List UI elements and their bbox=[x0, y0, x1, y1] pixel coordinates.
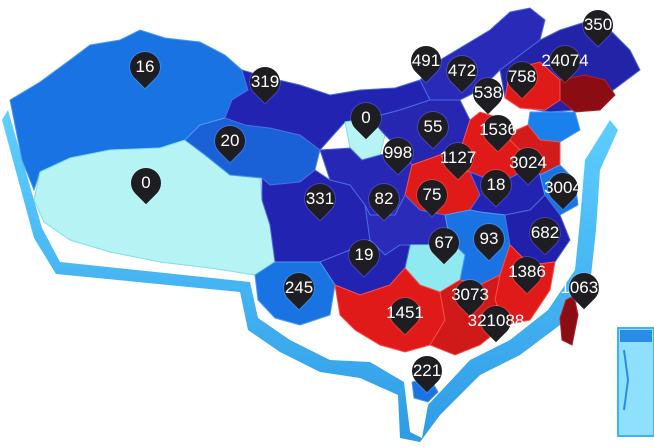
marker-southeast-1[interactable]: 1386 bbox=[505, 250, 549, 301]
marker-north-1[interactable]: 491 bbox=[404, 39, 448, 90]
marker-value: 75 bbox=[422, 185, 442, 204]
marker-value: 20 bbox=[220, 131, 240, 150]
region-northeast-2 bbox=[559, 74, 616, 113]
marker-northeast-2[interactable]: 350 bbox=[576, 3, 620, 54]
marker-value: 538 bbox=[473, 83, 503, 102]
marker-east-3[interactable]: 682 bbox=[523, 211, 567, 262]
marker-value: 472 bbox=[447, 61, 477, 80]
marker-value: 3004 bbox=[544, 178, 582, 197]
marker-east-1[interactable]: 3024 bbox=[506, 141, 550, 192]
marker-north-2[interactable]: 472 bbox=[440, 49, 484, 100]
marker-value: 1127 bbox=[439, 148, 477, 167]
marker-value: 331 bbox=[305, 189, 335, 208]
marker-value: 93 bbox=[479, 229, 499, 248]
marker-north-central-west[interactable]: 319 bbox=[243, 60, 287, 111]
marker-value: 67 bbox=[434, 233, 454, 252]
marker-value: 24074 bbox=[541, 51, 589, 70]
marker-value: 16 bbox=[135, 57, 155, 76]
marker-center-north[interactable]: 0 bbox=[344, 96, 388, 147]
marker-east-2[interactable]: 3004 bbox=[541, 166, 585, 217]
marker-center-2[interactable]: 1127 bbox=[436, 136, 480, 187]
marker-center-4[interactable]: 82 bbox=[362, 177, 406, 228]
marker-value: 245 bbox=[284, 278, 314, 297]
marker-value: 1451 bbox=[386, 303, 424, 322]
marker-west[interactable]: 0 bbox=[124, 161, 168, 212]
marker-southwest-2[interactable]: 245 bbox=[277, 266, 321, 317]
marker-south-3[interactable]: 321088 bbox=[468, 299, 524, 350]
marker-value: 350 bbox=[583, 15, 613, 34]
marker-value: 758 bbox=[507, 67, 537, 86]
marker-value: 491 bbox=[411, 51, 441, 70]
marker-southwest-1[interactable]: 19 bbox=[342, 233, 386, 284]
marker-value: 0 bbox=[361, 108, 371, 127]
marker-north-5[interactable]: 55 bbox=[411, 105, 455, 156]
marker-value: 0 bbox=[141, 173, 151, 192]
marker-value: 3024 bbox=[509, 153, 547, 172]
marker-north-6[interactable]: 1536 bbox=[476, 108, 520, 159]
marker-northeast-1[interactable]: 24074 bbox=[541, 39, 589, 90]
marker-center-1[interactable]: 998 bbox=[376, 131, 420, 182]
marker-center-5[interactable]: 75 bbox=[410, 173, 454, 224]
marker-northwest[interactable]: 16 bbox=[123, 45, 167, 96]
map-extrusion bbox=[2, 110, 618, 442]
marker-value: 55 bbox=[423, 117, 443, 136]
marker-value: 1536 bbox=[479, 120, 517, 139]
marker-value: 82 bbox=[374, 189, 394, 208]
marker-north-4[interactable]: 758 bbox=[500, 55, 544, 106]
marker-value: 221 bbox=[412, 361, 442, 380]
marker-southeast-2[interactable]: 10630 bbox=[560, 266, 608, 317]
marker-value: 321088 bbox=[467, 311, 525, 330]
marker-center-6[interactable]: 67 bbox=[422, 221, 466, 272]
marker-value: 1386 bbox=[508, 262, 546, 281]
marker-value: 19 bbox=[354, 245, 374, 264]
marker-value: 3073 bbox=[451, 285, 489, 304]
marker-center-3[interactable]: 18 bbox=[474, 163, 518, 214]
marker-value: 682 bbox=[530, 223, 560, 242]
marker-west-center[interactable]: 331 bbox=[298, 177, 342, 228]
marker-west-north[interactable]: 20 bbox=[208, 119, 252, 170]
south-sea-inset bbox=[617, 327, 654, 437]
marker-south-1[interactable]: 1451 bbox=[383, 291, 427, 342]
marker-value: 18 bbox=[486, 175, 506, 194]
marker-north-3[interactable]: 538 bbox=[466, 71, 510, 122]
marker-center-7[interactable]: 93 bbox=[467, 217, 511, 268]
marker-value: 998 bbox=[383, 143, 413, 162]
marker-value: 10630 bbox=[560, 278, 608, 297]
marker-south-4[interactable]: 221 bbox=[405, 349, 449, 400]
marker-south-2[interactable]: 3073 bbox=[448, 273, 492, 324]
marker-value: 319 bbox=[250, 72, 280, 91]
